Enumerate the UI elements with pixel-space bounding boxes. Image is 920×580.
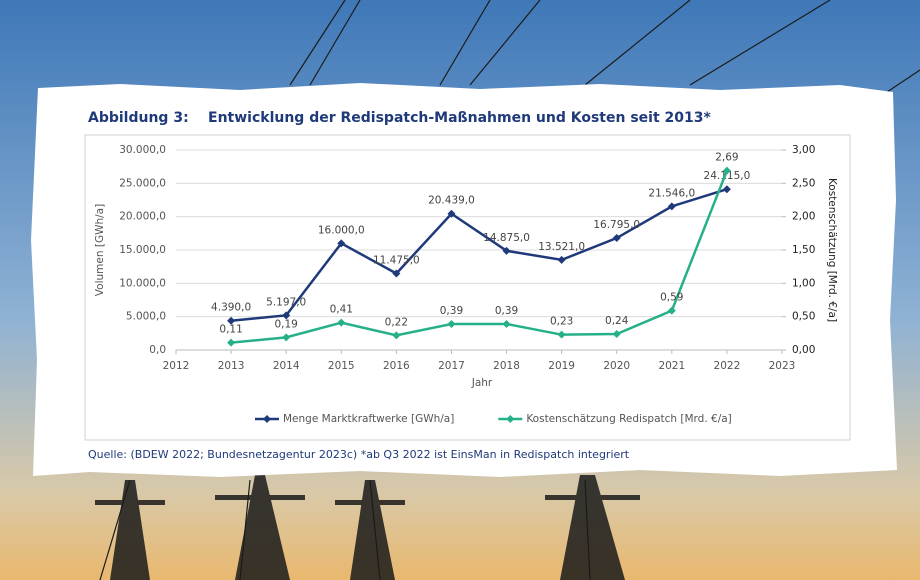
data-point [392, 331, 401, 340]
y-axis-label: Volumen [GWh/a] [94, 204, 106, 296]
data-label: 0,39 [440, 305, 463, 317]
y2-tick-label: 2,00 [792, 211, 815, 223]
data-label: 5.197,0 [266, 296, 306, 308]
data-label: 0,22 [385, 316, 408, 328]
data-label: 16.795,0 [593, 219, 640, 231]
x-tick-label: 2020 [603, 360, 630, 372]
x-tick-label: 2015 [328, 360, 355, 372]
pylons [95, 475, 640, 580]
data-point [612, 234, 621, 243]
y2-tick-label: 3,00 [792, 144, 815, 156]
data-point [722, 185, 731, 194]
source-note: Quelle: (BDEW 2022; Bundesnetzagentur 20… [88, 448, 630, 461]
y-tick-label: 15.000,0 [119, 244, 166, 256]
chart-frame [84, 134, 851, 441]
data-point [337, 318, 346, 327]
data-point [392, 269, 401, 278]
data-point [612, 330, 621, 338]
data-label: 0,11 [219, 324, 242, 336]
x-tick-label: 2012 [163, 360, 190, 372]
data-point [337, 239, 346, 248]
x-tick-label: 2018 [493, 360, 520, 372]
y-tick-label: 5.000,0 [126, 311, 166, 323]
data-point [667, 306, 676, 315]
y-tick-label: 10.000,0 [119, 277, 166, 289]
legend-label: Menge Marktkraftwerke [GWh/a] [283, 413, 454, 425]
x-tick-label: 2017 [438, 360, 465, 372]
x-tick-label: 2023 [769, 360, 796, 372]
y2-tick-label: 1,50 [792, 244, 815, 256]
data-point [447, 320, 456, 328]
y-tick-label: 20.000,0 [119, 211, 166, 223]
data-label: 11.475,0 [373, 255, 420, 267]
data-point [557, 255, 566, 264]
x-tick-label: 2021 [658, 360, 685, 372]
data-label: 4.390,0 [211, 302, 251, 314]
data-label: 14.875,0 [483, 232, 530, 244]
data-point [227, 338, 236, 347]
legend-label: Kostenschätzung Redispatch [Mrd. €/a] [526, 413, 731, 425]
y2-tick-label: 2,50 [792, 177, 815, 189]
data-label: 0,19 [274, 318, 297, 330]
x-axis-label: Jahr [471, 377, 493, 389]
data-label: 2,69 [715, 152, 738, 164]
y-tick-label: 0,0 [149, 344, 166, 356]
y-tick-label: 30.000,0 [119, 144, 166, 156]
data-point [557, 330, 566, 339]
data-label: 0,39 [495, 305, 518, 317]
data-label: 24.115,0 [704, 170, 751, 182]
legend-marker [506, 415, 515, 423]
data-label: 21.546,0 [648, 187, 695, 199]
data-point [502, 246, 511, 255]
data-label: 20.439,0 [428, 195, 475, 207]
data-point [502, 320, 511, 328]
data-point [282, 333, 291, 342]
x-tick-label: 2013 [218, 360, 245, 372]
x-tick-label: 2022 [714, 360, 741, 372]
series-line [230, 188, 728, 322]
figure-label: Abbildung 3: [88, 110, 189, 126]
y2-axis-label: Kostenschätzung [Mrd. €/a] [826, 178, 838, 322]
data-point [667, 202, 676, 211]
data-label: 0,41 [330, 304, 353, 316]
data-label: 0,23 [550, 316, 573, 328]
x-tick-label: 2019 [548, 360, 575, 372]
y-tick-label: 25.000,0 [119, 177, 166, 189]
legend-marker [263, 415, 271, 423]
y2-tick-label: 0,00 [792, 344, 815, 356]
x-tick-label: 2014 [273, 360, 300, 372]
chart-title: Entwicklung der Redispatch-Maßnahmen und… [208, 110, 711, 126]
data-label: 0,59 [660, 292, 683, 304]
series-line [230, 170, 729, 344]
x-tick-label: 2016 [383, 360, 410, 372]
data-label: 16.000,0 [318, 224, 365, 236]
data-label: 13.521,0 [538, 241, 585, 253]
data-point [227, 316, 236, 325]
y2-tick-label: 1,00 [792, 277, 815, 289]
paper [31, 83, 897, 477]
data-point [282, 311, 291, 320]
y2-tick-label: 0,50 [792, 311, 815, 323]
data-point [447, 209, 456, 218]
data-point [722, 166, 731, 175]
data-label: 0,24 [605, 315, 629, 327]
